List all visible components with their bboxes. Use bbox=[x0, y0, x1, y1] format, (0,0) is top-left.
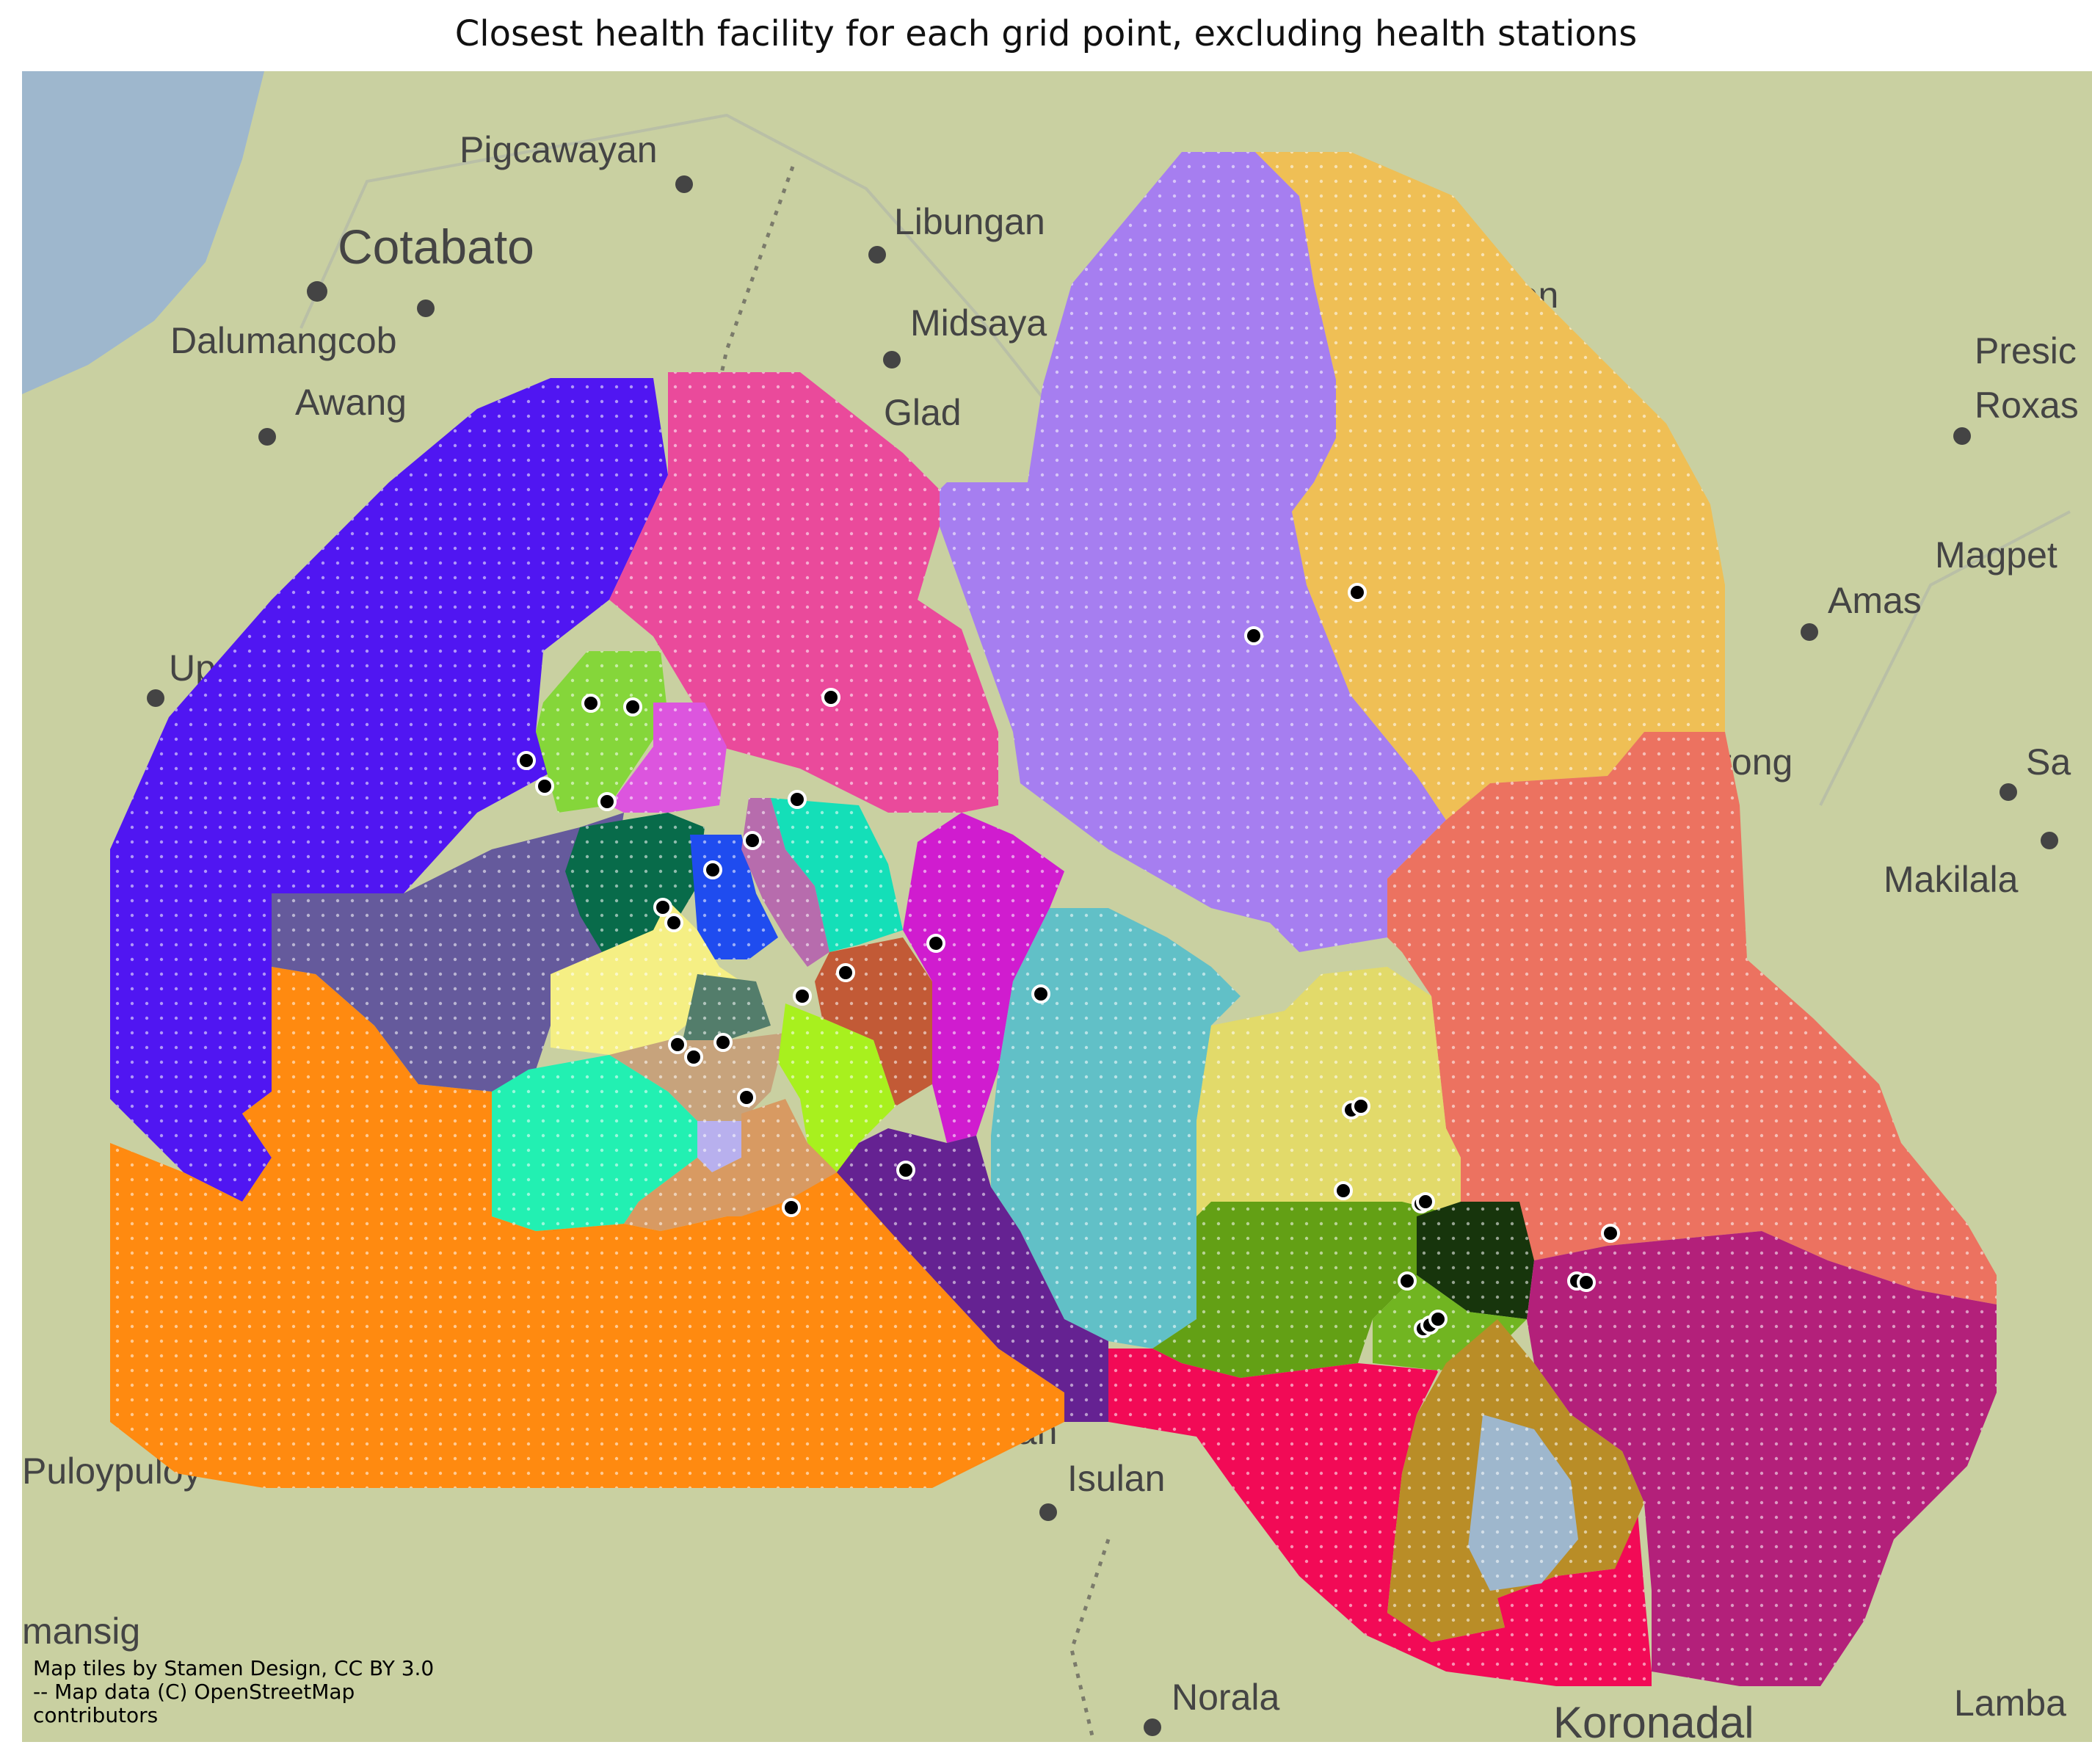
town-marker bbox=[417, 300, 435, 317]
place-label: Midsaya bbox=[910, 302, 1047, 344]
facility-marker[interactable] bbox=[535, 777, 554, 796]
place-label: Presic bbox=[1975, 330, 2077, 371]
map-svg: Pigcawayan Cotabato Libungan Midsaya Dal… bbox=[22, 71, 2092, 1742]
place-label: Sa bbox=[2026, 741, 2071, 783]
town-marker bbox=[675, 175, 693, 193]
attribution-line: Map tiles by Stamen Design, CC BY 3.0 bbox=[33, 1656, 435, 1680]
facility-marker[interactable] bbox=[581, 694, 600, 713]
town-marker bbox=[883, 351, 901, 369]
attribution-line: -- Map data (C) OpenStreetMap bbox=[33, 1680, 355, 1704]
facility-marker[interactable] bbox=[926, 934, 945, 953]
facility-marker[interactable] bbox=[1398, 1271, 1417, 1291]
place-label: Pigcawayan bbox=[460, 129, 658, 170]
place-label: Cotabato bbox=[338, 219, 534, 274]
place-label: Isulan bbox=[1067, 1458, 1165, 1499]
facility-marker[interactable] bbox=[1244, 626, 1263, 645]
health-facilities bbox=[517, 583, 1620, 1338]
attribution-line: contributors bbox=[33, 1703, 159, 1727]
town-marker bbox=[1801, 623, 1818, 641]
place-label: Koronadal bbox=[1553, 1698, 1754, 1742]
facility-marker[interactable] bbox=[743, 831, 762, 850]
place-label: Awang bbox=[295, 382, 407, 423]
facility-marker[interactable] bbox=[668, 1035, 687, 1054]
facility-marker[interactable] bbox=[737, 1088, 756, 1107]
place-label: Magpet bbox=[1935, 534, 2058, 576]
place-label: Glad bbox=[884, 392, 962, 433]
town-marker bbox=[147, 689, 164, 707]
town-marker bbox=[1144, 1718, 1161, 1736]
facility-marker[interactable] bbox=[684, 1048, 703, 1067]
map-attribution: Map tiles by Stamen Design, CC BY 3.0 --… bbox=[33, 1657, 562, 1727]
town-marker bbox=[2041, 832, 2058, 849]
facility-marker[interactable] bbox=[598, 792, 617, 811]
place-label: Dalumangcob bbox=[170, 320, 397, 361]
town-marker bbox=[2000, 783, 2017, 801]
facility-marker[interactable] bbox=[653, 898, 672, 917]
place-label: mansig bbox=[22, 1611, 140, 1652]
facility-marker[interactable] bbox=[1334, 1181, 1353, 1200]
map-panel[interactable]: Pigcawayan Cotabato Libungan Midsaya Dal… bbox=[22, 71, 2092, 1742]
place-label: Amas bbox=[1828, 580, 1922, 621]
town-marker bbox=[258, 428, 276, 446]
facility-marker[interactable] bbox=[517, 751, 536, 770]
facility-marker[interactable] bbox=[896, 1161, 915, 1180]
facility-marker[interactable] bbox=[836, 963, 855, 982]
town-marker bbox=[1039, 1503, 1057, 1521]
facility-marker[interactable] bbox=[1351, 1097, 1370, 1116]
facility-marker[interactable] bbox=[713, 1033, 733, 1052]
facility-marker[interactable] bbox=[623, 697, 642, 716]
map-title: Closest health facility for each grid po… bbox=[454, 13, 1638, 54]
facility-marker[interactable] bbox=[664, 913, 683, 932]
facility-marker[interactable] bbox=[1428, 1310, 1448, 1329]
facility-marker[interactable] bbox=[1416, 1192, 1435, 1211]
place-label: Libungan bbox=[894, 201, 1045, 242]
facility-marker[interactable] bbox=[703, 860, 722, 879]
town-marker bbox=[868, 246, 886, 264]
place-label: Roxas bbox=[1975, 385, 2079, 426]
facility-marker[interactable] bbox=[1031, 984, 1050, 1003]
facility-marker[interactable] bbox=[1348, 583, 1367, 602]
town-marker bbox=[307, 281, 327, 302]
place-label: Makilala bbox=[1884, 859, 2019, 900]
town-marker bbox=[1953, 427, 1971, 445]
place-label: Lamba bbox=[1954, 1683, 2066, 1724]
facility-marker[interactable] bbox=[793, 987, 812, 1006]
facility-marker[interactable] bbox=[788, 790, 807, 809]
facility-marker[interactable] bbox=[1601, 1224, 1620, 1243]
facility-marker[interactable] bbox=[821, 688, 840, 707]
facility-marker[interactable] bbox=[782, 1198, 801, 1217]
place-label: Norala bbox=[1172, 1677, 1279, 1718]
facility-marker[interactable] bbox=[1577, 1273, 1596, 1292]
